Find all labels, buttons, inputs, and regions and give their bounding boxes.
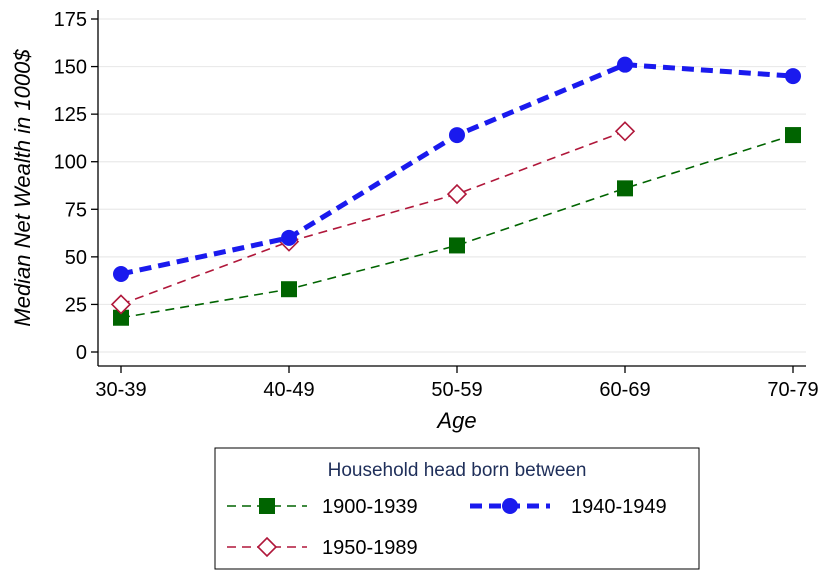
y-tick-label: 0 xyxy=(76,342,87,364)
legend-box xyxy=(214,447,700,570)
x-tick-label: 30-39 xyxy=(95,379,146,401)
x-tick-label: 40-49 xyxy=(263,379,314,401)
legend-item-1950-1989: 1950-1989 xyxy=(227,536,418,559)
legend-label: 1950-1989 xyxy=(322,537,418,559)
y-tick-label: 175 xyxy=(54,9,87,31)
series-layer xyxy=(110,56,801,326)
series-1900-1939 xyxy=(113,127,801,326)
data-point-1950-1989-60-69 xyxy=(614,121,636,142)
x-axis: 30-39 40-49 50-59 60-69 70-79 xyxy=(95,365,819,401)
y-axis-title: Median Net Wealth in 1000$ xyxy=(10,49,35,327)
data-point-1940-1949-60-69 xyxy=(617,56,633,73)
data-point-1940-1949-50-59 xyxy=(449,127,465,144)
x-tick-label: 50-59 xyxy=(431,379,482,401)
series-line-1900-1939 xyxy=(120,134,794,319)
data-point-1950-1989-50-59 xyxy=(446,183,468,205)
data-point-1940-1949-70-79 xyxy=(785,68,801,85)
data-point-1940-1949-30-39 xyxy=(113,265,129,282)
legend-item-1940-1949: 1940-1949 xyxy=(470,496,667,518)
y-axis: 0 25 50 75 100 125 150 175 xyxy=(54,9,99,366)
y-tick-label: 150 xyxy=(54,57,87,79)
legend-marker xyxy=(256,536,278,558)
data-point-1900-1939-40-49 xyxy=(281,281,297,298)
series-1950-1989 xyxy=(110,121,636,315)
series-1940-1949 xyxy=(113,56,801,282)
x-axis-title: Age xyxy=(435,408,476,433)
data-point-1900-1939-70-79 xyxy=(785,127,801,144)
data-point-1900-1939-50-59 xyxy=(449,237,465,254)
gridlines xyxy=(98,18,806,353)
data-point-1950-1989-30-39 xyxy=(110,294,132,315)
legend-marker xyxy=(502,498,518,514)
y-tick-label: 50 xyxy=(65,247,87,269)
data-point-1940-1949-40-49 xyxy=(281,229,297,246)
legend-marker xyxy=(259,498,275,514)
y-tick-label: 75 xyxy=(65,199,87,221)
legend-items: 1900-1939 1940-1949 1950-1989 xyxy=(227,496,667,559)
x-tick-label: 70-79 xyxy=(767,379,818,401)
y-tick-label: 25 xyxy=(65,294,87,316)
series-line-1950-1989 xyxy=(120,130,626,306)
legend-title: Household head born between xyxy=(328,460,587,481)
data-point-1900-1939-30-39 xyxy=(113,309,129,326)
legend: Household head born between 1900-1939 194… xyxy=(214,447,700,570)
legend-label: 1940-1949 xyxy=(571,496,667,518)
legend-item-1900-1939: 1900-1939 xyxy=(227,496,418,518)
y-tick-label: 100 xyxy=(54,152,87,174)
y-tick-label: 125 xyxy=(54,104,87,126)
data-point-1900-1939-60-69 xyxy=(617,180,633,197)
x-tick-label: 60-69 xyxy=(599,379,650,401)
legend-label: 1900-1939 xyxy=(322,496,418,518)
